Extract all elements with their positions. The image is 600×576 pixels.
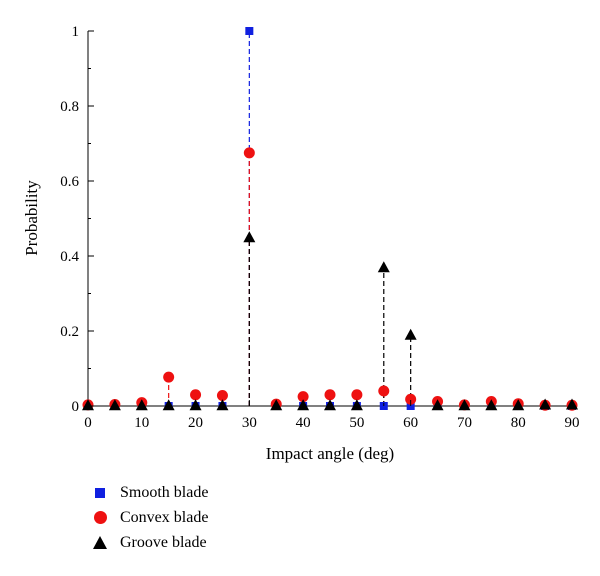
x-tick-label: 60 <box>403 415 418 431</box>
y-tick-label: 0.8 <box>60 99 79 115</box>
groove-blade-point <box>377 261 390 273</box>
y-tick-label: 0.6 <box>60 174 79 190</box>
square-marker-icon <box>92 485 108 501</box>
legend-item-smooth: Smooth blade <box>92 480 208 505</box>
x-axis-title: Impact angle (deg) <box>266 444 394 463</box>
x-tick-label: 10 <box>134 415 149 431</box>
y-tick-label: 1 <box>72 24 80 40</box>
convex-blade-point <box>163 371 175 383</box>
convex-blade-point <box>378 385 390 397</box>
convex-blade-point <box>297 391 309 403</box>
x-tick-label: 50 <box>349 415 364 431</box>
x-tick-label: 0 <box>84 415 92 431</box>
convex-blade-point <box>405 393 417 405</box>
stems <box>141 31 519 406</box>
axes <box>87 31 572 407</box>
groove-blade-point <box>243 231 256 243</box>
convex-blade-point <box>324 389 336 401</box>
legend-item-groove: Groove blade <box>92 530 208 555</box>
legend-label: Smooth blade <box>120 483 209 501</box>
legend: Smooth blade Convex blade Groove blade <box>92 480 208 555</box>
smooth-blade-point <box>245 27 254 35</box>
circle-marker-icon <box>92 510 108 526</box>
y-axis-title: Probability <box>22 180 41 256</box>
y-tick-label: 0 <box>72 399 80 415</box>
convex-blade-point <box>216 390 228 401</box>
legend-label: Convex blade <box>120 508 209 526</box>
marks <box>82 27 578 411</box>
legend-item-convex: Convex blade <box>92 505 208 530</box>
x-tick-label: 20 <box>188 415 203 431</box>
y-tick-label: 0.2 <box>60 324 79 340</box>
y-tick-label: 0.4 <box>60 249 79 265</box>
ticks: 0 10 20 30 40 50 60 70 80 90 0 0.2 0.4 0.6 0.8 1 <box>60 24 579 431</box>
x-tick-label: 90 <box>565 415 580 431</box>
triangle-marker-icon <box>92 535 108 551</box>
convex-blade-point <box>243 147 255 159</box>
x-tick-label: 40 <box>296 415 311 431</box>
x-tick-label: 70 <box>457 415 472 431</box>
x-tick-label: 30 <box>242 415 257 431</box>
convex-blade-point <box>351 389 363 401</box>
convex-blade-point <box>190 389 202 401</box>
x-tick-label: 80 <box>511 415 526 431</box>
legend-label: Groove blade <box>120 533 207 551</box>
groove-blade-point <box>404 328 417 340</box>
